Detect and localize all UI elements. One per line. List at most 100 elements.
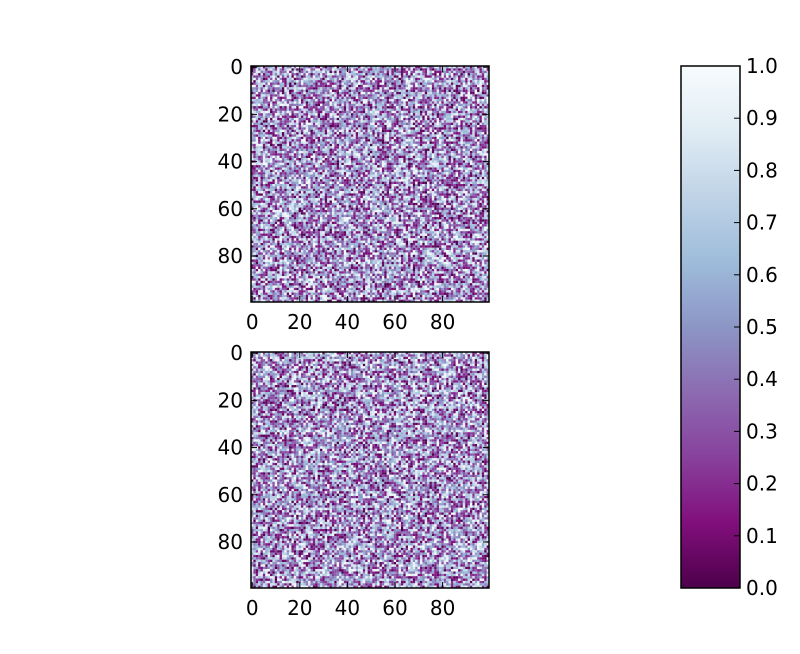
heatmap-cell xyxy=(477,87,480,90)
heatmap-cell xyxy=(393,139,397,142)
heatmap-cell xyxy=(329,117,332,121)
heatmap-cell xyxy=(281,120,285,123)
heatmap-cell xyxy=(258,150,261,154)
heatmap-cell xyxy=(362,181,366,185)
heatmap-cell xyxy=(310,91,313,95)
heatmap-cell xyxy=(384,96,387,100)
heatmap-cell xyxy=(270,84,273,88)
heatmap-cell xyxy=(412,77,416,81)
heatmap-cell xyxy=(272,141,275,144)
heatmap-cell xyxy=(284,110,287,114)
heatmap-cell xyxy=(400,113,404,116)
heatmap-cell xyxy=(358,125,361,128)
heatmap-cell xyxy=(441,120,444,123)
heatmap-cell xyxy=(379,129,382,133)
heatmap-cell xyxy=(370,117,373,121)
heatmap-cell xyxy=(434,70,437,74)
heatmap-cell xyxy=(255,143,259,147)
heatmap-cell xyxy=(427,172,430,175)
heatmap-cell xyxy=(265,134,268,137)
heatmap-cell xyxy=(265,108,268,111)
heatmap-cell xyxy=(374,174,378,177)
heatmap-cell xyxy=(251,134,254,137)
heatmap-cell xyxy=(355,77,359,81)
heatmap-cell xyxy=(424,174,428,177)
heatmap-cell xyxy=(481,162,485,166)
heatmap-cell xyxy=(431,108,435,111)
heatmap-cell xyxy=(400,134,404,137)
heatmap-cell xyxy=(367,172,371,175)
heatmap-cell xyxy=(334,80,337,83)
heatmap-cell xyxy=(279,129,282,133)
heatmap-cell xyxy=(296,108,299,111)
heatmap-cell xyxy=(429,68,432,71)
heatmap-cell xyxy=(262,99,266,102)
heatmap-cell xyxy=(272,139,275,142)
heatmap-cell xyxy=(439,84,442,88)
heatmap-cell xyxy=(303,91,306,95)
heatmap-cell xyxy=(353,117,356,121)
heatmap-cell xyxy=(455,153,459,156)
heatmap-cell xyxy=(372,122,375,126)
heatmap-cell xyxy=(334,68,337,71)
heatmap-cell xyxy=(260,77,263,81)
heatmap-cell xyxy=(486,96,490,100)
heatmap-cell xyxy=(458,125,461,128)
heatmap-cell xyxy=(362,70,366,74)
heatmap-cell xyxy=(279,75,282,78)
heatmap-cell xyxy=(389,141,392,144)
heatmap-cell xyxy=(472,108,475,111)
heatmap-cell xyxy=(339,87,342,90)
heatmap-cell xyxy=(419,80,423,83)
heatmap-cell xyxy=(434,125,437,128)
heatmap-cell xyxy=(272,120,275,123)
heatmap-cell xyxy=(308,80,311,83)
heatmap-cell xyxy=(298,169,302,173)
heatmap-cell xyxy=(424,82,428,85)
heatmap-cell xyxy=(381,125,385,128)
heatmap-cell xyxy=(467,179,471,182)
heatmap-cell xyxy=(422,146,425,149)
heatmap-cell xyxy=(253,158,256,161)
heatmap-cell xyxy=(481,84,485,88)
heatmap-cell xyxy=(386,160,390,163)
heatmap-cell xyxy=(322,115,325,118)
heatmap-cell xyxy=(322,66,325,69)
heatmap-cell xyxy=(448,160,451,163)
heatmap-cell xyxy=(405,167,409,170)
heatmap-cell xyxy=(289,181,292,185)
heatmap-cell xyxy=(296,80,299,83)
heatmap-cell xyxy=(453,84,456,88)
heatmap-cell xyxy=(336,84,340,88)
heatmap-cell xyxy=(455,158,459,161)
heatmap-cell xyxy=(331,134,335,137)
heatmap-cell xyxy=(408,179,411,182)
heatmap-cell xyxy=(324,139,328,142)
heatmap-cell xyxy=(396,174,399,177)
heatmap-cell xyxy=(462,153,466,156)
heatmap-cell xyxy=(362,122,366,126)
heatmap-cell xyxy=(348,66,352,69)
heatmap-cell xyxy=(455,80,459,83)
heatmap-cell xyxy=(320,155,323,159)
heatmap-cell xyxy=(398,94,401,97)
heatmap-cell xyxy=(398,106,401,109)
heatmap-cell xyxy=(446,129,449,133)
heatmap-cell xyxy=(465,176,468,180)
heatmap-cell xyxy=(272,162,275,166)
heatmap-cell xyxy=(481,132,485,135)
heatmap-cell xyxy=(279,82,282,85)
heatmap-cell xyxy=(486,150,490,154)
heatmap-cell xyxy=(331,96,335,100)
heatmap-cell xyxy=(434,77,437,81)
heatmap-cell xyxy=(429,129,432,133)
heatmap-cell xyxy=(370,176,373,180)
heatmap-cell xyxy=(474,108,478,111)
heatmap-cell xyxy=(412,162,416,166)
heatmap-cell xyxy=(469,148,473,152)
heatmap-cell xyxy=(272,115,275,118)
heatmap-cell xyxy=(450,122,454,126)
heatmap-cell xyxy=(448,110,451,114)
heatmap-cell xyxy=(431,172,435,175)
heatmap-cell xyxy=(436,66,440,69)
